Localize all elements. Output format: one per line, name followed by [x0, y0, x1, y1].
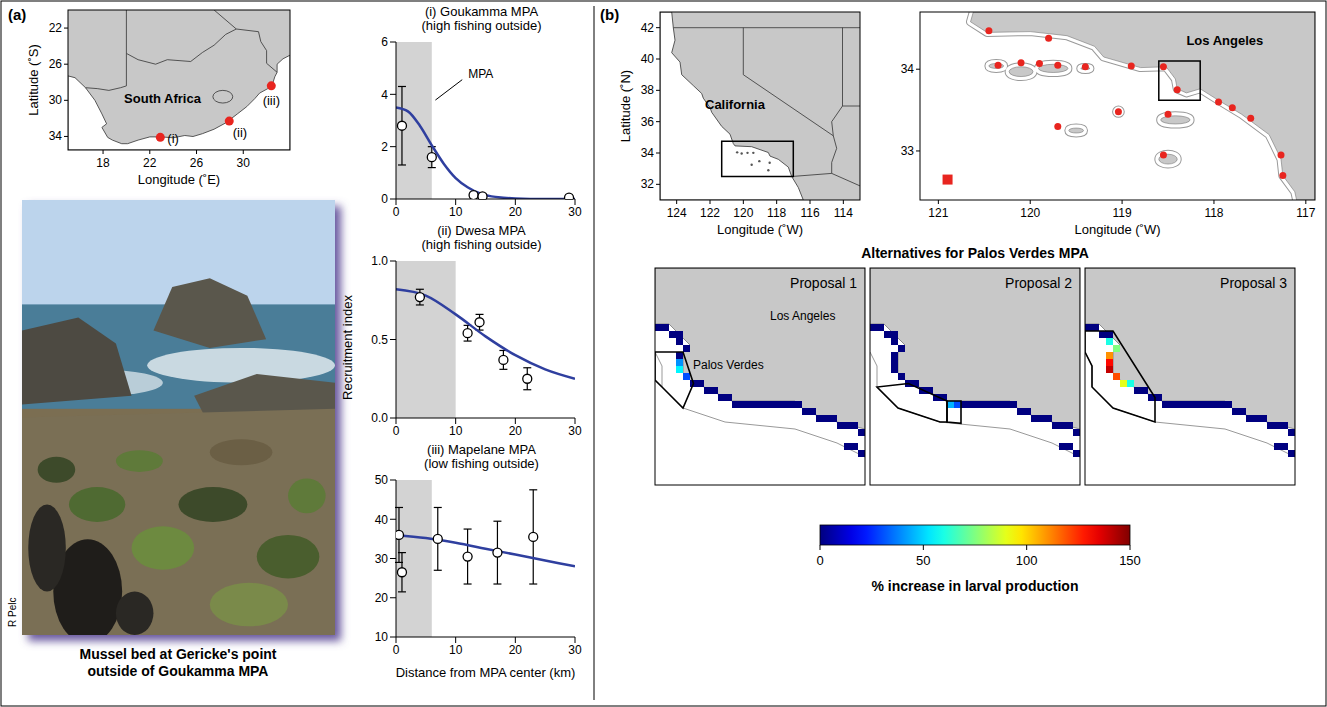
svg-text:Longitude (˚W): Longitude (˚W)	[1075, 222, 1161, 237]
svg-text:Recruitment index: Recruitment index	[340, 295, 355, 400]
svg-text:(iii): (iii)	[263, 93, 280, 108]
svg-text:36: 36	[641, 115, 655, 129]
svg-text:100: 100	[1016, 553, 1038, 568]
svg-text:34: 34	[901, 62, 915, 76]
html-text:(low fishing outside): (low fishing outside)	[424, 456, 539, 471]
svg-text:Proposal 2: Proposal 2	[1005, 275, 1072, 291]
svg-text:32: 32	[641, 177, 655, 191]
svg-text:Proposal 3: Proposal 3	[1220, 275, 1287, 291]
svg-text:0: 0	[393, 643, 400, 657]
svg-text:Longitude (˚E): Longitude (˚E)	[138, 172, 220, 187]
svg-text:Los Angeles: Los Angeles	[770, 309, 835, 323]
svg-text:22: 22	[49, 21, 63, 35]
svg-text:Los Angeles: Los Angeles	[1186, 33, 1263, 48]
svg-text:120: 120	[733, 206, 753, 220]
svg-text:18: 18	[96, 156, 110, 170]
svg-text:118: 118	[1204, 206, 1223, 220]
svg-text:34: 34	[49, 129, 63, 143]
svg-text:Longitude (˚W): Longitude (˚W)	[717, 222, 803, 237]
svg-text:121: 121	[928, 206, 948, 220]
svg-text:0: 0	[393, 205, 400, 219]
svg-text:0: 0	[816, 553, 823, 568]
svg-text:Distance from MPA center (km): Distance from MPA center (km)	[396, 665, 576, 680]
svg-text:(i): (i)	[167, 131, 179, 146]
svg-text:33: 33	[901, 144, 915, 158]
svg-text:10: 10	[375, 630, 389, 644]
svg-text:20: 20	[375, 591, 389, 605]
svg-text:6: 6	[381, 36, 388, 49]
html-text:(iii) Mapelane MPA: (iii) Mapelane MPA	[427, 442, 536, 457]
svg-text:% increase in larval productio: % increase in larval production	[872, 578, 1079, 594]
svg-text:20: 20	[509, 424, 523, 438]
svg-text:Proposal 1: Proposal 1	[790, 275, 857, 291]
svg-text:30: 30	[568, 205, 582, 219]
svg-text:(b): (b)	[600, 6, 619, 23]
svg-text:34: 34	[641, 146, 655, 160]
svg-text:R Pelc: R Pelc	[7, 598, 18, 627]
svg-text:10: 10	[449, 424, 463, 438]
html-text:(high fishing outside): (high fishing outside)	[421, 18, 542, 33]
svg-text:(a): (a)	[8, 6, 26, 23]
svg-text:150: 150	[1119, 553, 1141, 568]
svg-text:114: 114	[834, 206, 853, 220]
svg-text:0: 0	[393, 424, 400, 438]
svg-text:50: 50	[916, 553, 930, 568]
svg-text:0: 0	[381, 192, 388, 206]
svg-text:Alternatives for Palos Verdes: Alternatives for Palos Verdes MPA	[861, 245, 1089, 261]
svg-text:40: 40	[641, 52, 655, 66]
svg-text:50: 50	[375, 474, 389, 487]
svg-text:30: 30	[568, 643, 582, 657]
svg-text:122: 122	[700, 206, 720, 220]
svg-text:South Africa: South Africa	[124, 91, 202, 106]
svg-text:10: 10	[449, 205, 463, 219]
svg-text:120: 120	[1020, 206, 1040, 220]
html-text:(ii) Dwesa MPA: (ii) Dwesa MPA	[437, 223, 526, 238]
svg-text:26: 26	[190, 156, 204, 170]
svg-text:California: California	[705, 97, 766, 112]
svg-text:Latitude (˚N): Latitude (˚N)	[618, 70, 633, 142]
svg-text:10: 10	[449, 643, 463, 657]
svg-text:26: 26	[49, 57, 63, 71]
svg-text:1.0: 1.0	[371, 255, 388, 268]
svg-text:22: 22	[143, 156, 157, 170]
svg-text:Palos Verdes: Palos Verdes	[693, 358, 764, 372]
svg-text:20: 20	[509, 643, 523, 657]
svg-text:117: 117	[1296, 206, 1315, 220]
html-text:(i) Goukamma MPA: (i) Goukamma MPA	[424, 4, 539, 19]
svg-text:2: 2	[381, 140, 388, 154]
svg-text:0.0: 0.0	[371, 411, 388, 425]
svg-text:MPA: MPA	[468, 67, 493, 81]
html-text:(high fishing outside): (high fishing outside)	[421, 237, 542, 252]
svg-text:30: 30	[375, 552, 389, 566]
svg-text:(ii): (ii)	[233, 125, 247, 140]
svg-text:30: 30	[49, 93, 63, 107]
svg-text:38: 38	[641, 83, 655, 97]
svg-text:116: 116	[800, 206, 819, 220]
svg-text:4: 4	[381, 88, 388, 102]
svg-text:Latitude (˚S): Latitude (˚S)	[26, 44, 41, 116]
svg-text:20: 20	[509, 205, 523, 219]
svg-text:124: 124	[667, 206, 687, 220]
svg-text:119: 119	[1113, 206, 1132, 220]
svg-text:40: 40	[375, 513, 389, 527]
svg-text:30: 30	[568, 424, 582, 438]
svg-text:42: 42	[641, 21, 655, 35]
html-text:Mussel bed at Gericke's point: Mussel bed at Gericke's point outside of…	[79, 646, 277, 679]
svg-text:0.5: 0.5	[371, 333, 388, 347]
svg-text:30: 30	[237, 156, 251, 170]
svg-text:118: 118	[767, 206, 786, 220]
